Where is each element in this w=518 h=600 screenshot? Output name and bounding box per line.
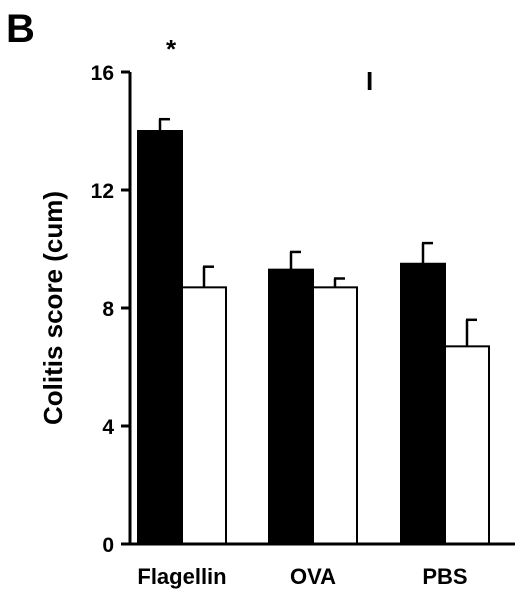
white-bar — [444, 345, 490, 545]
annotation-mark: I — [366, 66, 373, 96]
black-bar — [400, 262, 446, 545]
x-category-label: OVA — [290, 564, 336, 589]
significance-asterisk: * — [166, 34, 177, 64]
panel-label: B — [6, 7, 35, 51]
white-bar — [312, 286, 358, 545]
y-tick-label: 4 — [102, 416, 114, 439]
x-category-label: Flagellin — [137, 564, 226, 589]
black-bar — [268, 268, 314, 545]
y-tick-label: 16 — [91, 62, 114, 85]
y-axis-label: Colitis score (cum) — [38, 191, 68, 425]
x-category-label: PBS — [422, 564, 467, 589]
y-tick-label: 0 — [102, 534, 114, 557]
y-tick-label: 12 — [91, 180, 114, 203]
black-bar — [137, 130, 183, 545]
y-tick-label: 8 — [102, 298, 114, 321]
white-bar — [181, 286, 227, 545]
